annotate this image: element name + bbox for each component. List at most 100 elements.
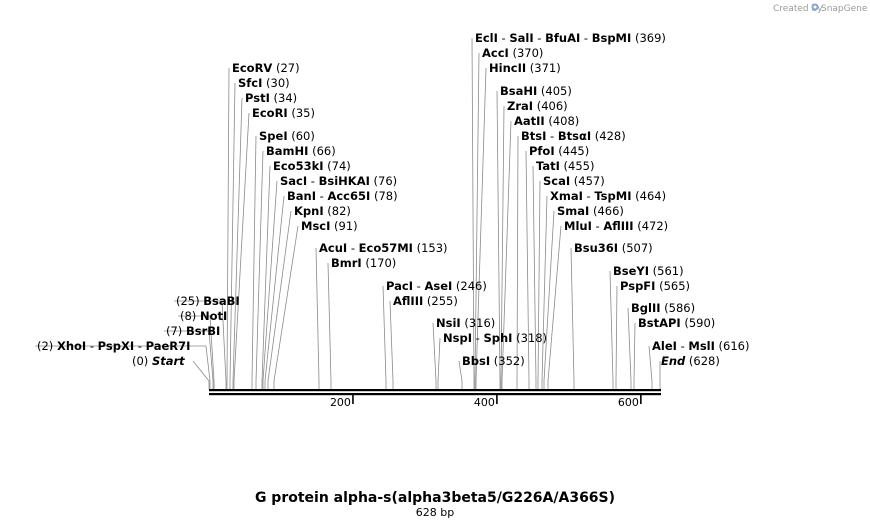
enzyme-label: TatI (455) — [536, 159, 595, 173]
enzyme-name: SmaI — [557, 204, 589, 218]
enzyme-name: PspXI — [98, 339, 134, 353]
site-position: (27) — [272, 61, 299, 75]
enzyme-separator: - — [413, 279, 424, 293]
site-label: ScaI (457) — [543, 174, 605, 188]
site-label: AatII (408) — [514, 114, 579, 128]
site-position: (408) — [545, 114, 580, 128]
enzyme-label: SpeI (60) — [259, 129, 315, 143]
start-line — [192, 360, 210, 389]
enzyme-name: AatII — [514, 114, 545, 128]
site-label: SpeI (60) — [259, 129, 315, 143]
enzyme-name: PstI — [245, 91, 270, 105]
site-label: BtsI - BtsαI (428) — [521, 129, 626, 143]
enzyme-name: PaeR7I — [146, 339, 191, 353]
enzyme-name: TspMI — [594, 189, 631, 203]
enzyme-name: AflIII — [393, 294, 423, 308]
site-position: (565) — [655, 279, 690, 293]
enzyme-name: XhoI — [57, 339, 86, 353]
enzyme-name: NotI — [200, 309, 227, 323]
enzyme-label: NspI - SphI (318) — [443, 331, 547, 345]
start-marker: (0) Start — [132, 354, 185, 368]
enzyme-label: BbsI (352) — [462, 354, 525, 368]
site-label: ZraI (406) — [507, 99, 568, 113]
enzyme-label: XmaI - TspMI (464) — [550, 189, 666, 203]
cut-site-line — [609, 270, 614, 389]
cut-site-line — [471, 37, 475, 389]
site-label: NspI - SphI (318) — [443, 331, 547, 345]
cut-site-line — [516, 135, 519, 389]
end-name: End — [661, 354, 686, 368]
enzyme-name: NsiI — [436, 316, 461, 330]
enzyme-name: SphI — [483, 331, 512, 345]
enzyme-name: Bsu36I — [574, 241, 618, 255]
site-position: (25) — [176, 294, 203, 308]
site-label: PstI (34) — [245, 91, 297, 105]
site-position: (455) — [560, 159, 595, 173]
site-label: SfcI (30) — [238, 76, 290, 90]
cut-site-line — [264, 195, 285, 389]
cut-site-line — [501, 120, 512, 389]
enzyme-label: BtsI - BtsαI (428) — [521, 129, 626, 143]
site-labels: (2) XhoI - PspXI - PaeR7I(7) BsrBI(8) No… — [37, 31, 750, 368]
enzyme-name: EcoRI — [252, 106, 288, 120]
cut-site-line — [532, 165, 537, 389]
site-label: SmaI (466) — [557, 204, 624, 218]
enzyme-name: MluI — [564, 219, 592, 233]
cut-site-line — [500, 105, 505, 389]
enzyme-name: AseI — [424, 279, 452, 293]
enzyme-label: BstAPI (590) — [638, 316, 715, 330]
enzyme-label: BamHI (66) — [266, 144, 336, 158]
site-position: (318) — [512, 331, 547, 345]
enzyme-label: AleI - MslI (616) — [652, 339, 750, 353]
sequence-backbone — [209, 389, 661, 396]
cut-site-line — [525, 150, 530, 389]
enzyme-name: AflIII — [603, 219, 633, 233]
enzyme-name: MslI — [688, 339, 715, 353]
site-label: (25) BsaBI — [176, 294, 240, 308]
site-position: (255) — [423, 294, 458, 308]
site-label: (7) BsrBI — [166, 324, 220, 338]
enzyme-name: BglII — [631, 301, 661, 315]
site-position: (246) — [452, 279, 487, 293]
site-position: (590) — [681, 316, 716, 330]
site-label: XmaI - TspMI (464) — [550, 189, 666, 203]
enzyme-label: BglII (586) — [631, 301, 695, 315]
site-position: (170) — [362, 256, 397, 270]
end-position: (628) — [685, 354, 720, 368]
enzyme-separator: - — [583, 189, 594, 203]
cut-site-line — [547, 225, 562, 389]
site-label: BamHI (66) — [266, 144, 336, 158]
cut-site-line — [496, 90, 501, 389]
enzyme-name: HincII — [489, 61, 526, 75]
enzyme-label: SacI - BsiHKAI (76) — [280, 174, 397, 188]
enzyme-separator: - — [677, 339, 688, 353]
site-position: (316) — [461, 316, 496, 330]
enzyme-name: EclI — [475, 31, 498, 45]
end-label: End (628) — [661, 354, 720, 368]
enzyme-name: SfcI — [238, 76, 262, 90]
ruler-tick: 400 — [474, 395, 498, 409]
enzyme-separator: - — [307, 174, 318, 188]
site-position: (457) — [570, 174, 605, 188]
site-label: BbsI (352) — [462, 354, 525, 368]
site-position: (76) — [370, 174, 397, 188]
site-label: MluI - AflIII (472) — [564, 219, 668, 233]
site-label: BanI - Acc65I (78) — [287, 189, 398, 203]
site-label: SacI - BsiHKAI (76) — [280, 174, 397, 188]
enzyme-name: TatI — [536, 159, 560, 173]
enzyme-label: Bsu36I (507) — [574, 241, 653, 255]
site-position: (507) — [618, 241, 653, 255]
site-label: HincII (371) — [489, 61, 561, 75]
cut-site-line — [475, 67, 487, 389]
map-length: 628 bp — [416, 506, 454, 519]
enzyme-label: EclI - SalI - BfuAI - BspMI (369) — [475, 31, 666, 45]
site-label: (8) NotI — [180, 309, 227, 323]
site-position: (370) — [509, 46, 544, 60]
cut-site-line — [208, 330, 214, 389]
leader-lines — [35, 37, 661, 389]
enzyme-name: KpnI — [294, 204, 324, 218]
cut-site-line — [382, 285, 387, 389]
snapgene-credit: Created by SnapGene — [773, 3, 868, 14]
enzyme-name: AcuI — [319, 241, 347, 255]
